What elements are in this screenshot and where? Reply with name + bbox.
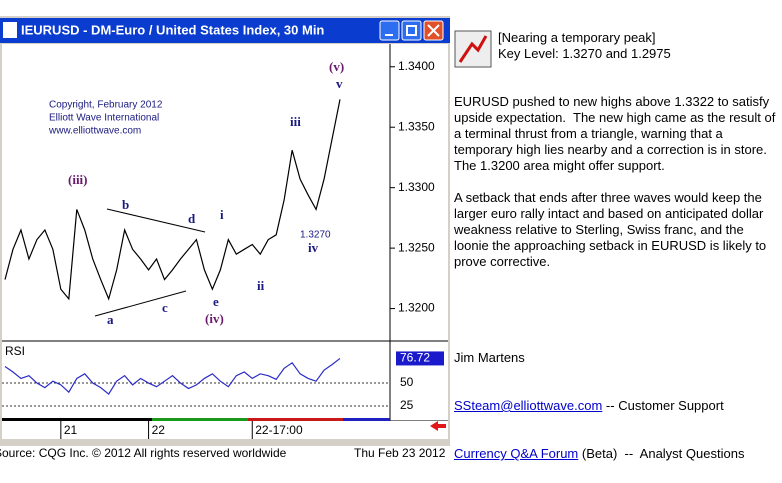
- wave-label: ii: [257, 278, 265, 293]
- text-line: temporary high lies nearby and a correct…: [454, 142, 767, 157]
- text-line: A setback that ends after three waves wo…: [454, 190, 762, 205]
- wave-label: d: [188, 211, 196, 226]
- time-axis: [2, 421, 448, 439]
- key-level: Key Level: 1.3270 and 1.2975: [498, 46, 671, 61]
- current-value-label: 76.72: [400, 351, 430, 365]
- title-bar: [0, 18, 450, 43]
- text-line: The 1.3200 area might offer support.: [454, 158, 665, 173]
- rsi-line: [4, 357, 341, 395]
- forum-link[interactable]: Currency Q&A Forum: [454, 446, 579, 461]
- y-tick-label: 25: [400, 398, 414, 412]
- signature: Jim Martens SSteam@elliottwave.com -- Cu…: [454, 318, 744, 478]
- copyright: Elliott Wave International: [49, 113, 159, 124]
- heading: [Nearing a temporary peak]: [498, 30, 656, 45]
- x-tick-label: 22: [152, 423, 166, 437]
- x-tick-label: 21: [64, 423, 78, 437]
- wave-label: i: [220, 207, 224, 222]
- footer-date: Thu Feb 23 2012: [354, 446, 446, 460]
- email-link[interactable]: SSteam@elliottwave.com: [454, 398, 603, 413]
- wave-label: b: [122, 197, 129, 212]
- text-line: a terminal thrust from a triangle, warni…: [454, 126, 723, 141]
- current-value-box: [396, 351, 444, 366]
- price-line: [4, 99, 341, 301]
- plot-area: [2, 44, 448, 421]
- text-line: larger euro rally intact and based on an…: [454, 206, 764, 221]
- scroll-arrow[interactable]: [430, 421, 446, 431]
- minimize-button[interactable]: [379, 20, 400, 41]
- window-title: IEURUSD - DM-Euro / United States Index,…: [21, 22, 324, 37]
- sidebar: [Nearing a temporary peak] Key Level: 1.…: [454, 30, 671, 94]
- text-line: EURUSD pushed to new highs above 1.3322 …: [454, 94, 770, 109]
- rsi-label: RSI: [5, 344, 25, 358]
- wave-label: (iv): [205, 311, 224, 326]
- wave-label: (iii): [68, 172, 88, 187]
- paragraph: EURUSD pushed to new highs above 1.3322 …: [454, 94, 775, 174]
- y-tick-label: 1.3350: [398, 119, 435, 133]
- text-line: upside expectation. The new high came as…: [454, 110, 776, 125]
- paragraph: A setback that ends after three waves wo…: [454, 190, 766, 270]
- text-line: prove corrective.: [454, 254, 551, 269]
- y-tick-label: 1.3400: [398, 59, 435, 73]
- x-tick-label: 22-17:00: [255, 423, 303, 437]
- footer-source: Source: CQG Inc. © 2012 All rights reser…: [0, 446, 287, 460]
- wave-label: v: [336, 76, 343, 91]
- y-tick-label: 50: [400, 375, 414, 389]
- maximize-button[interactable]: [401, 20, 422, 41]
- forum-note: (Beta) -- Analyst Questions: [578, 446, 745, 461]
- y-tick-label: 1.3250: [398, 240, 435, 254]
- window-icon: [3, 22, 17, 38]
- wave-label: iii: [290, 114, 301, 129]
- y-tick-label: 1.3300: [398, 180, 435, 194]
- text-line: loonie the approaching setback in EURUSD…: [454, 238, 767, 253]
- wave-label: c: [162, 300, 168, 315]
- copyright: Copyright, February 2012: [49, 100, 163, 111]
- level-label: 1.3270: [300, 230, 331, 241]
- alert-icon: [454, 30, 492, 68]
- text-line: weakness relative to Sterling, Swiss fra…: [454, 222, 744, 237]
- author: Jim Martens: [454, 350, 525, 365]
- wave-label: (v): [329, 59, 344, 74]
- wave-label: e: [213, 294, 219, 309]
- copyright: www.elliottwave.com: [48, 126, 141, 137]
- wave-label: a: [107, 312, 114, 327]
- email-note: -- Customer Support: [602, 398, 724, 413]
- wave-label: iv: [308, 240, 319, 255]
- y-tick-label: 1.3200: [398, 301, 435, 315]
